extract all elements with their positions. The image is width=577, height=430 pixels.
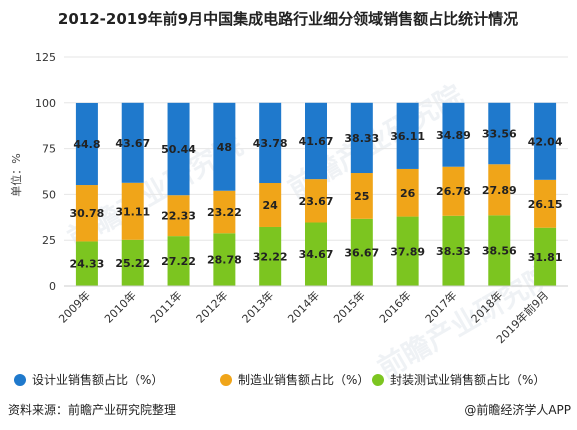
legend-label: 封装测试业销售额占比（%） [390, 372, 545, 387]
data-label: 38.33 [344, 132, 379, 145]
bar-segment [213, 233, 236, 286]
data-label: 31.11 [115, 205, 150, 218]
data-label: 24 [263, 199, 279, 212]
data-label: 30.78 [70, 207, 105, 220]
bar-segment [442, 215, 465, 286]
chart-title: 2012-2019年前9月中国集成电路行业细分领域销售额占比统计情况 [58, 10, 518, 28]
x-tick-label: 2016年 [376, 288, 413, 325]
bar-segment [350, 218, 373, 286]
bar-segment [259, 183, 282, 227]
bar-segment [488, 102, 511, 165]
data-label: 26 [400, 187, 416, 200]
y-tick-label: 100 [35, 97, 56, 110]
data-label: 44.8 [73, 138, 100, 151]
bar-segment [167, 102, 190, 196]
data-label: 31.81 [528, 251, 563, 264]
data-label: 48 [217, 141, 232, 154]
legend-label: 设计业销售额占比（%） [32, 372, 163, 387]
bar-segment [488, 164, 511, 216]
y-axis-label: 单位：% [9, 153, 23, 196]
y-tick-label: 125 [35, 51, 56, 64]
data-label: 34.67 [299, 248, 334, 261]
bar-segment [350, 173, 373, 219]
bar-segment [350, 102, 373, 174]
data-label: 22.33 [161, 210, 196, 223]
data-label: 41.67 [299, 135, 334, 148]
data-label: 34.89 [436, 129, 471, 142]
data-label: 25.22 [115, 257, 150, 270]
bar-segment [534, 179, 557, 228]
bar-segment [167, 195, 190, 237]
x-tick-label: 2009年 [56, 288, 93, 325]
data-label: 26.78 [436, 185, 471, 198]
data-label: 36.67 [344, 246, 379, 259]
bar-segment [305, 179, 327, 223]
data-label: 42.04 [528, 135, 563, 148]
brand-credit: @前瞻经济学人APP [464, 402, 571, 417]
source-note: 资料来源：前瞻产业研究院整理 [8, 402, 176, 417]
bar-segment [213, 190, 236, 234]
data-label: 28.78 [207, 254, 242, 267]
x-tick-label: 2012年 [193, 288, 230, 325]
bar-segment [259, 102, 282, 184]
data-label: 26.15 [528, 198, 563, 211]
y-axis: 0 25 50 75 100 125 [35, 51, 56, 293]
data-label: 27.89 [482, 184, 517, 197]
bar-segment [442, 102, 465, 167]
data-label: 38.33 [436, 245, 471, 258]
bar-segment [75, 102, 98, 186]
y-tick-label: 0 [49, 280, 56, 293]
legend-marker [14, 374, 26, 386]
bar-segment [442, 166, 465, 216]
legend-label: 制造业销售额占比（%） [238, 372, 369, 387]
bar-segment [121, 239, 144, 286]
bar-segment [396, 102, 419, 169]
bar-segment [534, 227, 557, 286]
bars [75, 102, 557, 286]
x-tick-label: 2010年 [101, 288, 138, 325]
data-label: 24.33 [70, 258, 105, 271]
legend-marker [220, 374, 232, 386]
data-label: 33.56 [482, 128, 517, 141]
bar-segment [396, 168, 419, 217]
bar-segment [396, 216, 419, 286]
bar-segment [75, 241, 98, 286]
bar-segment [305, 102, 327, 180]
data-label: 43.78 [253, 137, 288, 150]
bar-segment [121, 102, 144, 183]
data-label: 37.89 [390, 245, 425, 258]
bar-segment [121, 182, 144, 240]
x-tick-label: 2015年 [330, 288, 367, 325]
legend-marker [372, 374, 384, 386]
data-label: 25 [354, 190, 369, 203]
data-label: 32.22 [253, 250, 288, 263]
data-label: 50.44 [161, 143, 196, 156]
data-label: 23.67 [299, 195, 334, 208]
bar-segment [167, 236, 190, 286]
data-labels: 24.33 30.78 44.8 25.22 31.11 43.67 27.22 22.33 5… [70, 128, 563, 271]
x-tick-label: 2014年 [285, 288, 322, 325]
y-tick-label: 75 [42, 143, 56, 156]
bar-segment [534, 102, 557, 180]
data-label: 27.22 [161, 255, 196, 268]
legend: 设计业销售额占比（%） 制造业销售额占比（%） 封装测试业销售额占比（%） [14, 372, 545, 387]
bar-segment [213, 102, 236, 191]
y-tick-label: 50 [42, 188, 56, 201]
x-tick-label: 2011年 [147, 288, 184, 325]
bar-segment [259, 226, 282, 286]
data-label: 38.56 [482, 245, 517, 258]
x-tick-label: 2013年 [239, 288, 276, 325]
data-label: 43.67 [115, 137, 150, 150]
data-label: 23.22 [207, 206, 242, 219]
bar-segment [488, 215, 511, 286]
bar-segment [75, 185, 98, 242]
y-tick-label: 25 [42, 234, 56, 247]
bar-segment [305, 222, 327, 286]
data-label: 36.11 [390, 130, 425, 143]
